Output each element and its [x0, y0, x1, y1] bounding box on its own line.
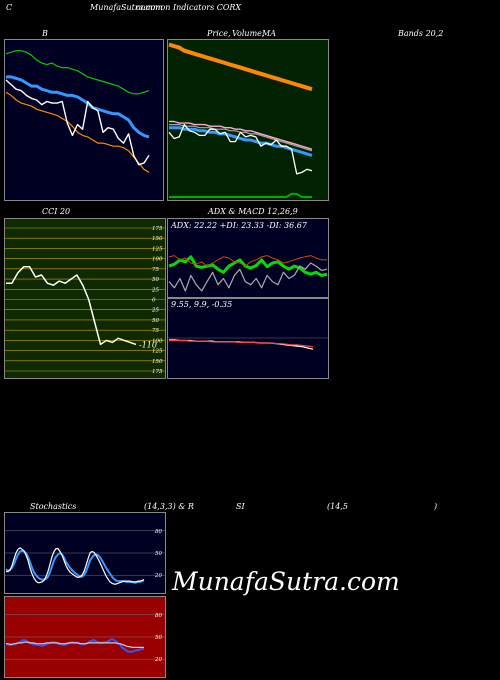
adx-chart: ADX: 22.22 +DI: 23.33 -DI: 36.67 — [167, 218, 329, 298]
bollinger-series-2 — [5, 91, 150, 173]
cci-tick-label: 175 — [152, 369, 163, 375]
price-ma-chart — [167, 39, 329, 201]
price-series-5 — [169, 192, 312, 198]
watermark: MunafaSutra.com — [172, 567, 400, 596]
price-title-2: Volume, — [232, 29, 265, 38]
stoch-series-0 — [5, 549, 145, 584]
header-left: C — [6, 3, 13, 12]
cci-tick-label: 25 — [151, 287, 159, 293]
stoch-series-1 — [6, 547, 145, 585]
rsi-series-1 — [6, 641, 144, 649]
stoch-title-b: (14,3,3) & R — [144, 502, 194, 511]
cci-title: CCI 20 — [42, 207, 71, 216]
cci-tick-label: 50 — [152, 318, 159, 324]
cci-tick-label: 150 — [152, 236, 163, 242]
stoch-tick-label: 50 — [155, 551, 162, 557]
stochastics-chart: 80 50 20 — [4, 512, 166, 594]
price-series-3 — [169, 126, 313, 157]
cci-tick-label: 75 — [152, 267, 159, 273]
stoch-tick-label: 80 — [155, 529, 162, 535]
cci-tick-label: 75 — [152, 328, 159, 334]
rsi-tick-label: 80 — [155, 613, 162, 619]
adx-series-0 — [168, 255, 328, 277]
stoch-title-c: SI — [236, 502, 245, 511]
cci-line — [6, 266, 137, 346]
cci-tick-label: 125 — [152, 246, 163, 252]
rsi-tick-label: 20 — [154, 657, 162, 663]
macd-chart: 9.55, 9.9, -0.35 — [167, 298, 329, 379]
rsi-chart: 80 50 20 — [4, 596, 166, 678]
bollinger-series-3 — [5, 79, 150, 166]
header-subtitle: common Indicators CORX — [136, 3, 242, 12]
cci-tick-label: 150 — [152, 359, 163, 365]
stoch-title-d: (14,5 — [327, 502, 348, 511]
cci-tick-label: 125 — [152, 349, 163, 355]
cci-last-value: -110 — [139, 340, 157, 349]
adx-label: ADX: 22.22 +DI: 23.33 -DI: 36.67 — [170, 221, 308, 230]
macd-series-1 — [169, 339, 314, 348]
stoch-tick-label: 20 — [154, 573, 162, 579]
price-title-3: MA — [262, 29, 276, 38]
price-series-4 — [168, 123, 313, 175]
price-series-0 — [168, 42, 313, 92]
price-series-1 — [169, 120, 313, 150]
price-title-1: Price, — [207, 29, 231, 38]
cci-tick-label: 0 — [152, 298, 156, 304]
cci-tick-label: 100 — [152, 338, 163, 344]
stoch-title-e: ) — [434, 502, 438, 511]
macd-label: 9.55, 9.9, -0.35 — [171, 300, 232, 309]
cci-tick-label: 50 — [152, 277, 159, 283]
adx-series-2 — [168, 262, 328, 292]
bollinger-chart — [4, 39, 164, 201]
header-brand: MunafaSutra.com — [90, 3, 163, 12]
rsi-tick-label: 50 — [155, 635, 162, 641]
cci-chart: 175 150 125 100 75 50 25 0 25 50 75 100 125 150 175 -11… — [4, 218, 166, 379]
bollinger-series-0 — [5, 50, 150, 95]
bollinger-title: B — [42, 29, 48, 38]
cci-tick-label: 175 — [152, 226, 163, 232]
bands-title: Bands 20,2 — [398, 29, 444, 38]
bollinger-series-1 — [6, 75, 150, 139]
adx-series-1 — [168, 255, 327, 267]
cci-tick-label: 25 — [151, 308, 159, 314]
cci-tick-label: 100 — [152, 257, 163, 263]
stoch-title-a: Stochastics — [30, 502, 77, 511]
adx-macd-title: ADX & MACD 12,26,9 — [208, 207, 298, 216]
